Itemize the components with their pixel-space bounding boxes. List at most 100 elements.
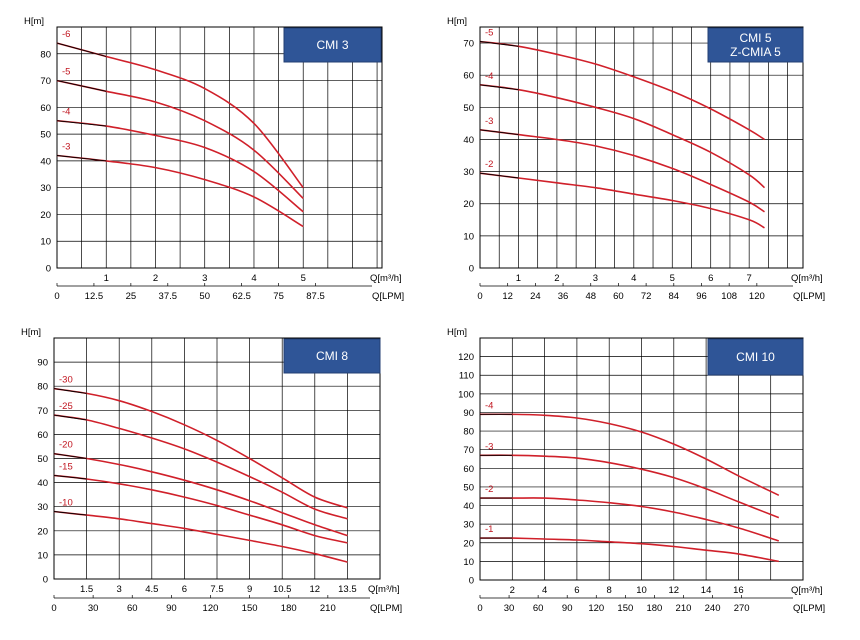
y-tick-label: 20 [37,526,48,537]
y-tick-label: 60 [37,430,48,441]
lpm-tick-label: 150 [242,603,258,614]
lpm-tick-label: 108 [721,291,737,302]
x-tick-label: 7.5 [210,584,223,595]
y-tick-label: 120 [458,352,474,363]
series-curve-stage30 [53,387,348,509]
series-curve-stage3 [479,129,765,213]
lpm-tick-label: 30 [88,603,99,614]
lpm-tick-label: 210 [676,603,692,614]
y-tick-label: 0 [469,576,474,587]
plot-frame [56,26,383,269]
y-tick-label: 80 [37,382,48,393]
series-curve-stage25 [53,414,348,520]
lpm-tick-label: 72 [641,291,652,302]
x-tick-label: 10 [636,585,647,596]
y-tick-label: 60 [463,464,474,475]
x-tick-label: 1 [104,273,109,284]
y-tick-label: 30 [463,167,474,178]
x-tick-label: 2 [153,273,158,284]
y-tick-label: 0 [469,264,474,275]
series-curve-start [53,511,87,516]
series-label: -4 [485,71,493,82]
model-title-box [707,338,804,376]
lpm-tick-label: 60 [127,603,138,614]
lpm-tick-label: 0 [51,603,56,614]
y-axis-label: H[m] [447,16,467,27]
y-tick-label: 90 [37,358,48,369]
y-tick-label: 50 [37,454,48,465]
y-tick-label: 80 [40,49,51,60]
series-curve-stage3 [479,454,780,519]
y-axis-label: H[m] [24,16,44,27]
x-tick-label: 6 [708,273,713,284]
lpm-tick-label: 0 [477,291,482,302]
lpm-tick-label: 180 [281,603,297,614]
y-tick-label: 10 [463,557,474,568]
y-tick-label: 50 [463,103,474,114]
lpm-tick-label: 50 [199,291,210,302]
series-label: -25 [59,401,73,412]
lpm-tick-label: 240 [705,603,721,614]
y-tick-label: 0 [46,264,51,275]
x-tick-label: 16 [733,585,744,596]
y-tick-label: 10 [37,550,48,561]
x-tick-label: 3 [117,584,122,595]
lpm-tick-label: 37.5 [159,291,178,302]
lpm-tick-label: 84 [669,291,680,302]
series-curve-stage15 [53,474,348,544]
x-axis-label: Q[m³/h] [368,584,400,595]
lpm-tick-label: 150 [617,603,633,614]
series-label: -30 [59,375,73,386]
y-tick-label: 40 [463,501,474,512]
y-tick-label: 30 [40,183,51,194]
lpm-tick-label: 12 [502,291,513,302]
y-tick-label: 20 [40,210,51,221]
lpm-tick-label: 90 [562,603,573,614]
series-label: -6 [62,29,70,40]
x-tick-label: 3 [202,273,207,284]
series-label: -3 [485,116,493,127]
chart-panel-1: 0 10 20 30 40 50 60 70 80 H[m] 1 2 3 4 5 Q[m³/h] 0 12.5 25… [24,16,404,302]
series-label: -5 [485,27,493,38]
x-tick-label: 7 [747,273,752,284]
series-curve-start [53,414,87,421]
series-curve-start [479,129,519,136]
series-curve-stage20 [53,452,348,537]
y-tick-label: 40 [463,135,474,146]
plot-frame [53,337,381,580]
model-title-box [707,27,804,63]
x-tick-label: 8 [607,585,612,596]
lpm-tick-label: 120 [203,603,219,614]
y-tick-label: 60 [40,103,51,114]
y-tick-label: 60 [463,71,474,82]
y-tick-label: 30 [463,520,474,531]
series-curve-start [53,453,87,459]
series-curve-start [56,120,107,127]
lpm-tick-label: 0 [54,291,59,302]
y-tick-label: 100 [458,389,474,400]
lpm-axis-label: Q[LPM] [370,603,402,614]
x-tick-label: 5 [301,273,306,284]
lpm-tick-label: 120 [749,291,765,302]
x-tick-label: 1.5 [80,584,93,595]
lpm-tick-label: 24 [530,291,541,302]
series-label: -2 [485,484,493,495]
series-label: -10 [59,498,73,509]
y-tick-label: 40 [40,156,51,167]
lpm-tick-label: 210 [320,603,336,614]
y-tick-label: 90 [463,408,474,419]
lpm-axis-label: Q[LPM] [372,291,404,302]
series-label: -4 [62,107,70,118]
lpm-tick-label: 270 [734,603,750,614]
y-tick-label: 70 [463,445,474,456]
series-curve-stage4 [479,413,780,497]
series-label: -4 [485,400,493,411]
series-curve-stage2 [479,172,765,229]
x-tick-label: 4 [542,585,547,596]
model-title-box [283,338,381,374]
series-curve-start [479,84,519,91]
series-curve-start [479,172,519,179]
y-tick-label: 70 [463,39,474,50]
